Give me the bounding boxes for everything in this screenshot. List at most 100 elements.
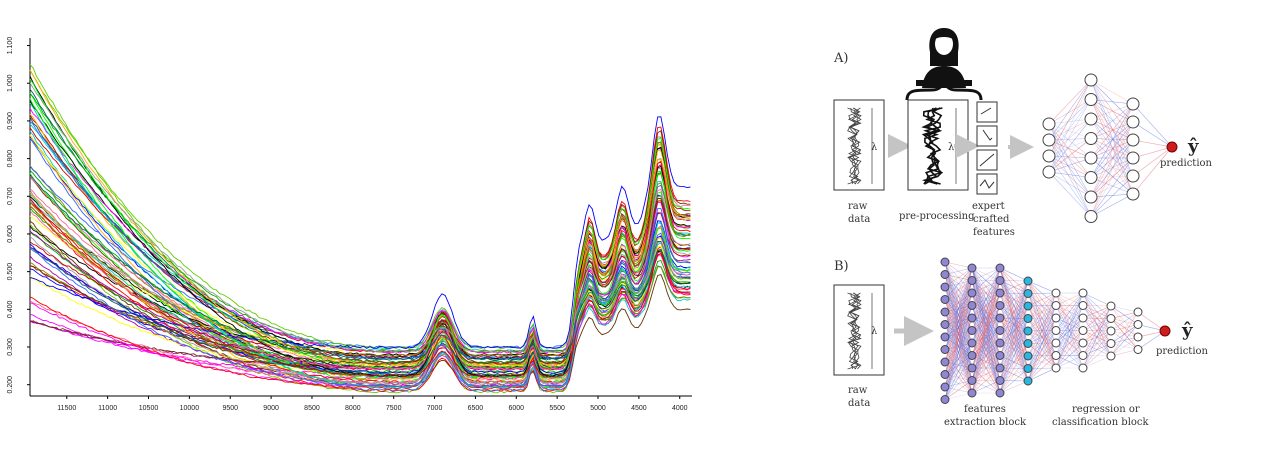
neural-network-a: [1042, 73, 1178, 223]
network-node: [1078, 301, 1088, 310]
network-node: [995, 363, 1005, 373]
lambda-label: λ: [871, 142, 878, 153]
network-node: [1084, 112, 1098, 126]
network-node: [1042, 117, 1056, 131]
spectrum-line: [29, 198, 691, 378]
x-tick-label: 10500: [139, 405, 159, 412]
network-node: [1023, 314, 1033, 323]
network-node: [940, 370, 950, 379]
network-node: [940, 345, 950, 354]
x-tick-label: 11000: [98, 405, 117, 412]
network-node: [995, 388, 1005, 398]
network-node: [1126, 97, 1140, 111]
network-node: [967, 276, 977, 285]
network-node: [1084, 73, 1098, 87]
spectrum-line: [29, 64, 691, 366]
x-tick-label: 10000: [180, 405, 200, 412]
network-node: [1106, 301, 1116, 311]
x-tick-label: 6500: [468, 405, 484, 412]
x-tick-label: 5500: [549, 405, 565, 412]
x-tick-label: 6000: [508, 405, 524, 412]
spectrum-line: [29, 171, 691, 373]
x-tick-label: 9000: [263, 405, 279, 412]
network-node: [1078, 326, 1088, 335]
network-node: [1023, 301, 1033, 311]
spectrum-line: [29, 75, 691, 378]
network-node: [940, 295, 950, 304]
network-node: [940, 382, 950, 392]
network-node: [1133, 320, 1143, 329]
spectrum-line: [29, 135, 691, 368]
network-node: [940, 357, 950, 367]
network-node: [940, 320, 950, 329]
network-node: [1051, 288, 1061, 298]
spectrum-line: [29, 102, 691, 389]
spectrum-line: [29, 261, 691, 370]
network-node: [1023, 376, 1033, 386]
x-tick-label: 9500: [222, 405, 238, 412]
raw-data-plot-a: λ: [833, 99, 885, 191]
expert-label-1: expert: [972, 201, 1005, 212]
nir-spectra-chart: 11500 11000 10500 10000 9500 9000 8500 8000 7500…: [7, 37, 692, 412]
expert-label-2: crafted: [973, 214, 1010, 225]
network-node: [1042, 149, 1056, 163]
network-node: [995, 313, 1005, 323]
network-node: [1084, 151, 1098, 165]
spectrum-line: [29, 130, 691, 369]
x-tick-label: 7500: [386, 405, 402, 412]
network-node: [1023, 276, 1033, 286]
spectrum-line: [29, 161, 691, 390]
network-node: [940, 282, 950, 292]
network-node: [1084, 171, 1098, 184]
network-node: [995, 338, 1005, 348]
y-tick-label: 0.700: [7, 187, 14, 205]
network-node: [995, 276, 1005, 285]
section-a-label: A): [833, 51, 848, 66]
network-node: [1051, 363, 1061, 373]
network-node: [940, 332, 950, 342]
network-node: [967, 326, 977, 335]
network-node: [940, 395, 950, 404]
network-node: [1051, 351, 1061, 360]
prediction-label-b: prediction: [1156, 346, 1209, 357]
x-tick-label: 11500: [57, 405, 76, 412]
network-node: [995, 351, 1005, 360]
spectrum-line: [29, 116, 691, 349]
network-node: [1023, 364, 1033, 373]
preprocessing-label: pre-processing: [899, 211, 975, 222]
spectrum-line: [29, 100, 691, 359]
network-node: [940, 257, 950, 267]
deep-learning-diagram: A) λ raw data λ pre-processing expert cr…: [833, 28, 1213, 428]
network-node: [967, 363, 977, 373]
y-tick-label: 1.100: [7, 37, 14, 55]
prediction-yhat-b: ŷ: [1181, 320, 1193, 341]
regression-block-label-1: regression or: [1072, 404, 1140, 415]
spectrum-line: [29, 82, 691, 354]
y-tick-label: 0.400: [7, 300, 14, 318]
network-node: [940, 270, 950, 279]
spectra-series: [29, 64, 691, 394]
regression-block-label-2: classification block: [1052, 417, 1150, 428]
network-node: [995, 326, 1005, 335]
x-tick-label: 4000: [672, 405, 688, 412]
y-tick-label: 1.000: [7, 74, 14, 92]
raw-label-b2: data: [848, 398, 870, 409]
network-node: [995, 376, 1005, 385]
network-node: [1133, 307, 1143, 317]
prediction-node: [1166, 141, 1178, 153]
network-node: [967, 288, 977, 298]
x-tick-label: 4500: [631, 405, 647, 412]
raw-data-plot-b: λ: [833, 284, 885, 376]
spectrum-line: [29, 182, 691, 357]
network-node: [1084, 190, 1098, 204]
network-node: [1042, 165, 1056, 179]
network-node: [1106, 339, 1116, 348]
network-node: [967, 263, 977, 273]
features-block-label-2: extraction block: [944, 417, 1027, 428]
network-node: [1042, 133, 1056, 147]
network-node: [1084, 93, 1098, 106]
network-node: [995, 301, 1005, 310]
raw-label-a2: data: [848, 214, 870, 225]
network-node: [1126, 187, 1140, 201]
network-node: [1126, 169, 1140, 183]
